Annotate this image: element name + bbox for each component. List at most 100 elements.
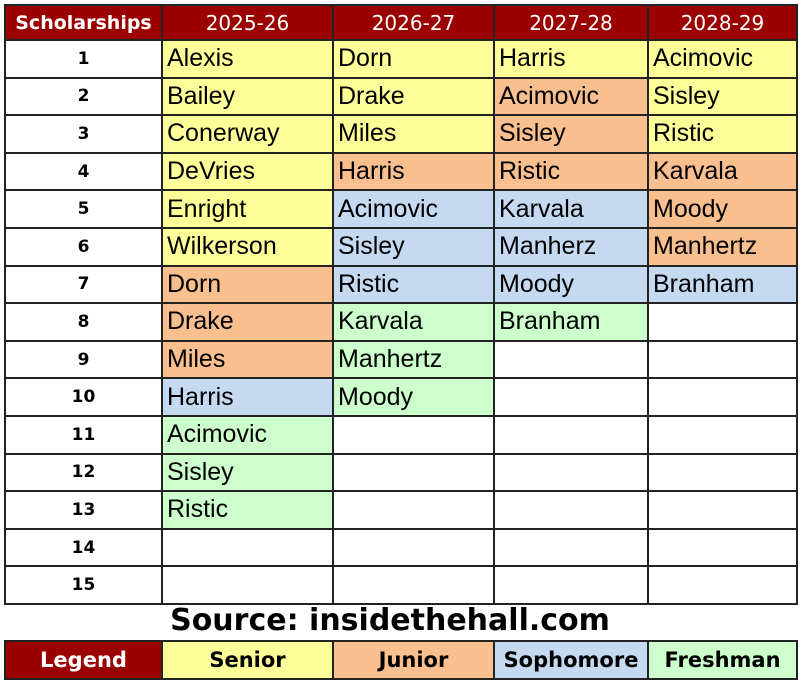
player-cell: Ristic (647, 114, 798, 154)
player-cell: Harris (332, 151, 495, 192)
player-cell: Drake (161, 302, 334, 342)
player-cell: Branham (647, 264, 798, 305)
header-year: 2028-29 (647, 4, 798, 41)
row-number: 11 (4, 414, 163, 455)
row-number: 3 (4, 114, 163, 154)
player-cell: Enright (161, 189, 334, 229)
player-cell: Moody (647, 189, 798, 229)
table-row: 15 (4, 565, 798, 605)
player-cell: Harris (493, 39, 649, 79)
empty-cell (161, 527, 334, 568)
legend-legend: Legend (4, 640, 163, 680)
player-cell: Sisley (647, 76, 798, 117)
empty-cell (647, 302, 798, 342)
player-cell: Karvala (332, 302, 495, 342)
player-cell: Sisley (161, 452, 334, 493)
player-cell: Sisley (493, 114, 649, 154)
player-cell: Acimovic (493, 76, 649, 117)
empty-cell (647, 565, 798, 605)
table-row: 5 Enright Acimovic Karvala Moody (4, 189, 798, 229)
empty-cell (332, 414, 495, 455)
player-cell: Miles (161, 339, 334, 380)
legend-sophomore: Sophomore (493, 640, 649, 680)
row-number: 7 (4, 264, 163, 305)
row-number: 14 (4, 527, 163, 568)
table-row: 3 Conerway Miles Sisley Ristic (4, 114, 798, 154)
empty-cell (493, 565, 649, 605)
empty-cell (493, 377, 649, 417)
player-cell: Drake (332, 76, 495, 117)
row-number: 4 (4, 151, 163, 192)
player-cell: Dorn (161, 264, 334, 305)
table-row: 11 Acimovic (4, 414, 798, 455)
row-number: 10 (4, 377, 163, 417)
source-credit: Source: insidethehall.com (170, 603, 610, 638)
table-row: 2 Bailey Drake Acimovic Sisley (4, 76, 798, 117)
empty-cell (493, 490, 649, 530)
player-cell: Manherz (493, 226, 649, 267)
player-cell: Sisley (332, 226, 495, 267)
player-cell: Bailey (161, 76, 334, 117)
table-row: 10 Harris Moody (4, 377, 798, 417)
legend-freshman: Freshman (647, 640, 798, 680)
empty-cell (161, 565, 334, 605)
header-year: 2025-26 (161, 4, 334, 41)
row-number: 1 (4, 39, 163, 79)
empty-cell (647, 452, 798, 493)
row-number: 6 (4, 226, 163, 267)
scholarship-table: Scholarships 2025-26 2026-27 2027-28 2028-29… (4, 4, 798, 605)
header-scholarships: Scholarships (4, 4, 163, 41)
empty-cell (647, 414, 798, 455)
row-number: 5 (4, 189, 163, 229)
header-row: Scholarships 2025-26 2026-27 2027-28 2028-29 (4, 4, 798, 41)
player-cell: DeVries (161, 151, 334, 192)
row-number: 15 (4, 565, 163, 605)
legend-junior: Junior (332, 640, 495, 680)
empty-cell (332, 452, 495, 493)
table-row: 12 Sisley (4, 452, 798, 493)
player-cell: Ristic (493, 151, 649, 192)
player-cell: Miles (332, 114, 495, 154)
player-cell: Ristic (332, 264, 495, 305)
table-row: 7 Dorn Ristic Moody Branham (4, 264, 798, 305)
player-cell: Harris (161, 377, 334, 417)
player-cell: Karvala (647, 151, 798, 192)
table-row: 4 DeVries Harris Ristic Karvala (4, 151, 798, 192)
table-row: 1 Alexis Dorn Harris Acimovic (4, 39, 798, 79)
player-cell: Manhertz (647, 226, 798, 267)
row-number: 13 (4, 490, 163, 530)
table-row: 13 Ristic (4, 490, 798, 530)
player-cell: Dorn (332, 39, 495, 79)
player-cell: Branham (493, 302, 649, 342)
empty-cell (332, 565, 495, 605)
empty-cell (647, 339, 798, 380)
table-row: 6 Wilkerson Sisley Manherz Manhertz (4, 226, 798, 267)
legend: Legend Senior Junior Sophomore Freshman (4, 640, 798, 680)
legend-senior: Senior (161, 640, 334, 680)
player-cell: Manhertz (332, 339, 495, 380)
empty-cell (332, 490, 495, 530)
header-year: 2026-27 (332, 4, 495, 41)
player-cell: Ristic (161, 490, 334, 530)
player-cell: Acimovic (161, 414, 334, 455)
player-cell: Acimovic (332, 189, 495, 229)
empty-cell (647, 490, 798, 530)
header-year: 2027-28 (493, 4, 649, 41)
row-number: 2 (4, 76, 163, 117)
row-number: 9 (4, 339, 163, 380)
empty-cell (493, 339, 649, 380)
empty-cell (493, 414, 649, 455)
player-cell: Acimovic (647, 39, 798, 79)
row-number: 12 (4, 452, 163, 493)
table-row: 8 Drake Karvala Branham (4, 302, 798, 342)
empty-cell (647, 527, 798, 568)
empty-cell (647, 377, 798, 417)
player-cell: Conerway (161, 114, 334, 154)
empty-cell (332, 527, 495, 568)
row-number: 8 (4, 302, 163, 342)
player-cell: Moody (493, 264, 649, 305)
empty-cell (493, 452, 649, 493)
player-cell: Karvala (493, 189, 649, 229)
table-row: 9 Miles Manhertz (4, 339, 798, 380)
player-cell: Alexis (161, 39, 334, 79)
